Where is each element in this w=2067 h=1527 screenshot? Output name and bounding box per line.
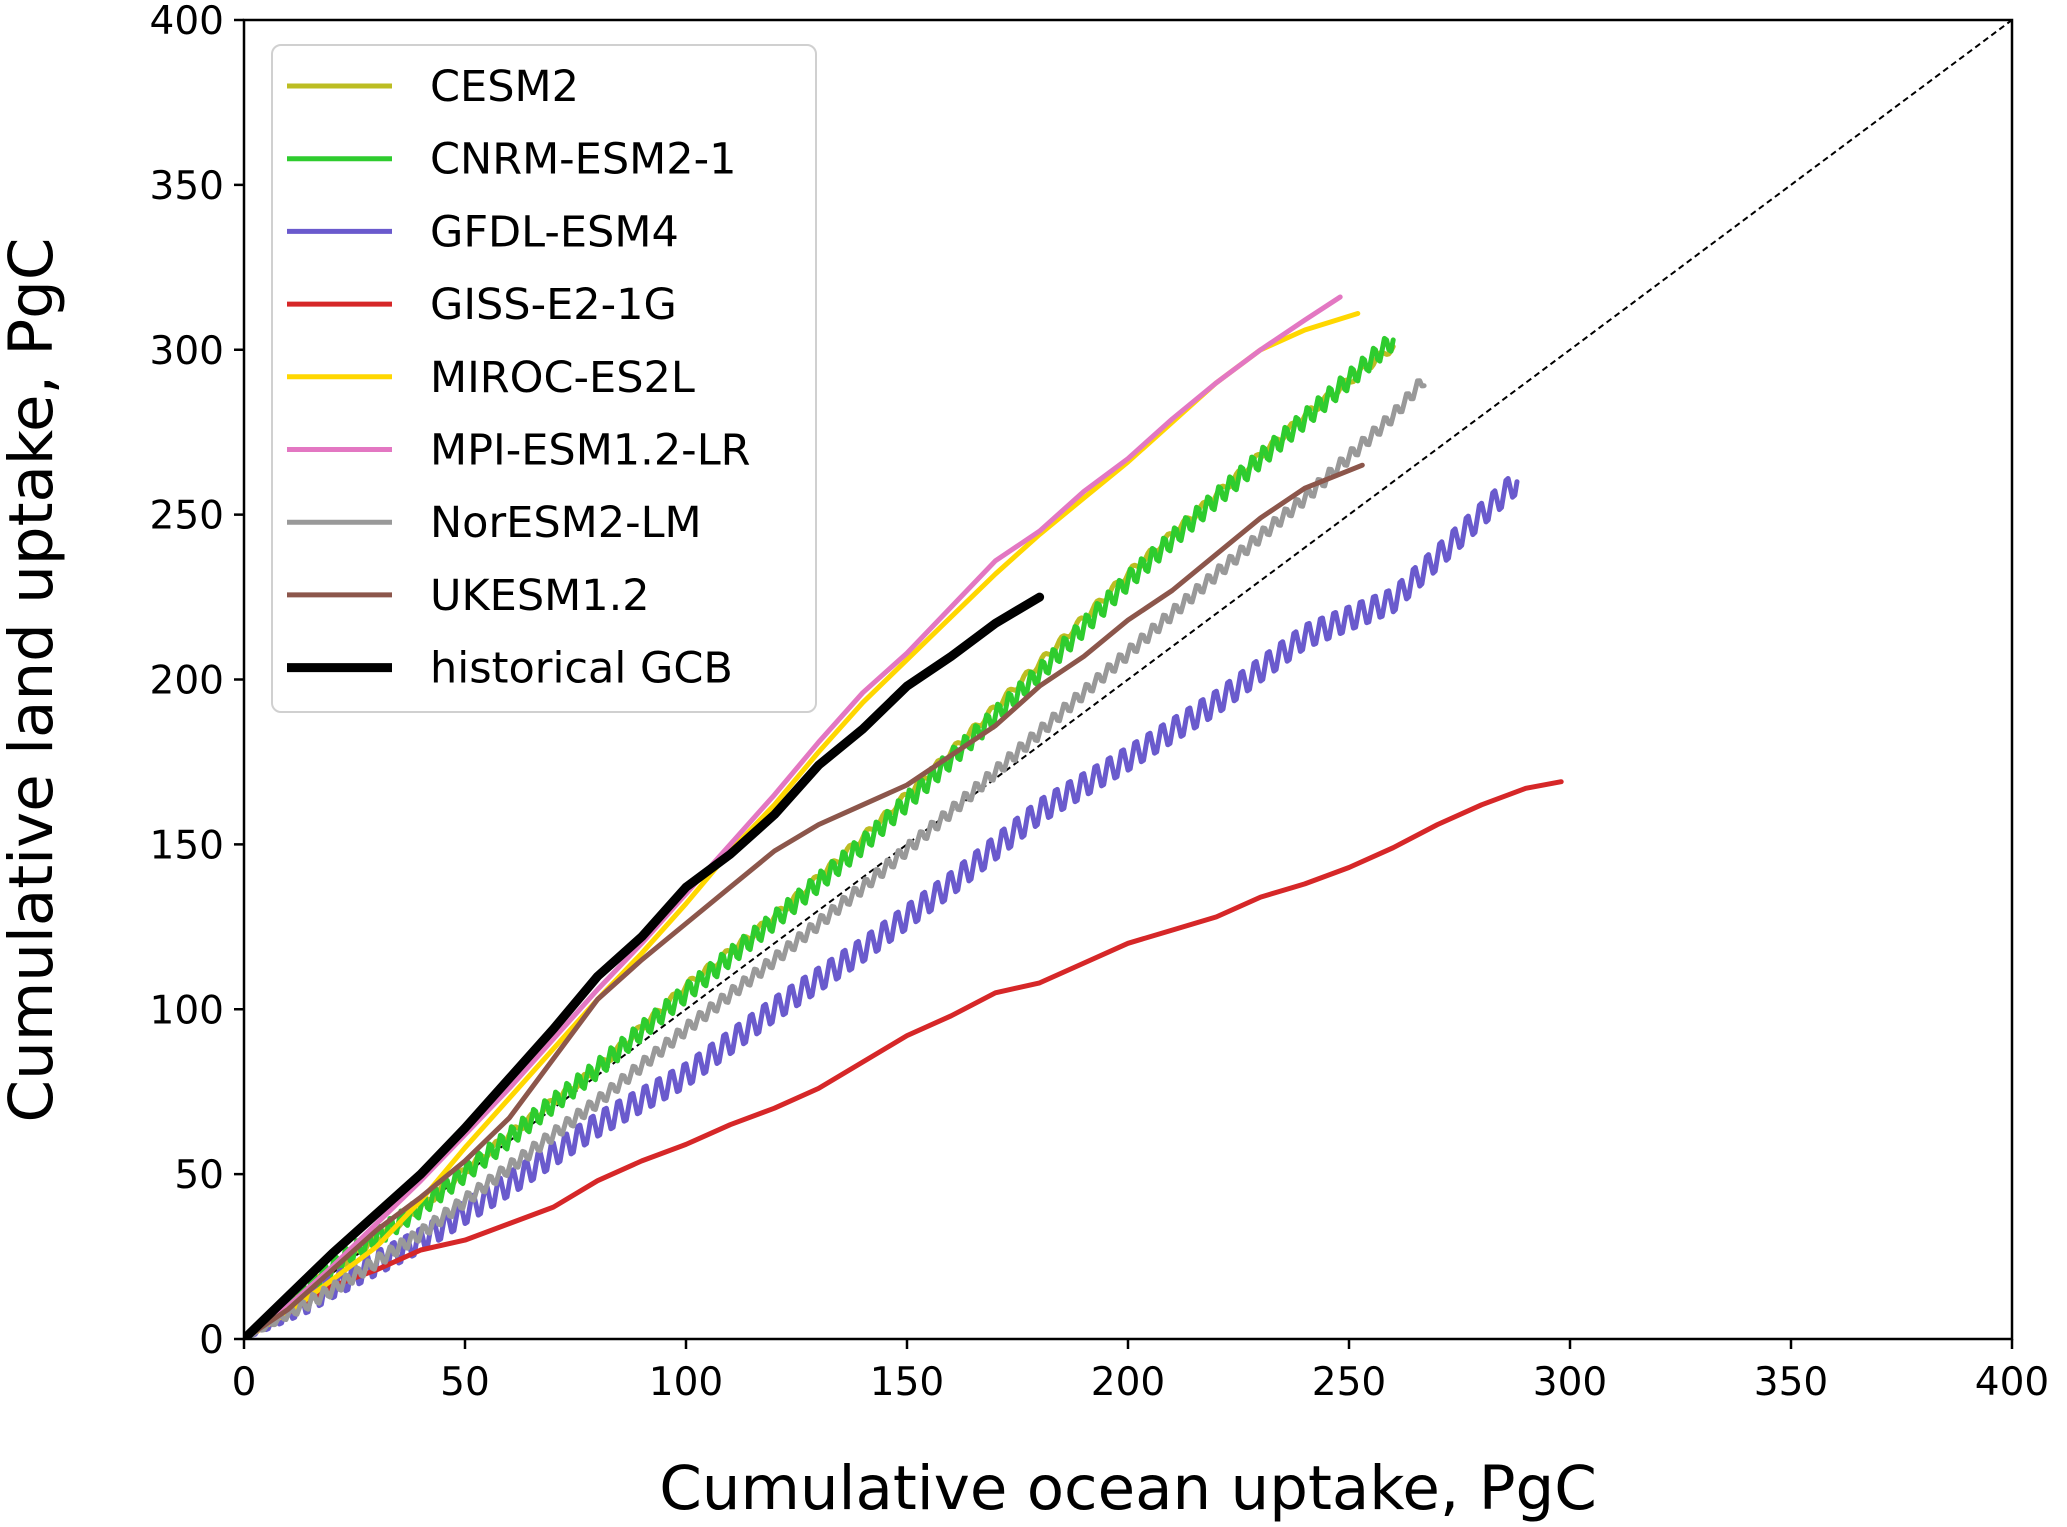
y-tick-label: 250 [150, 494, 224, 539]
legend-label-historical-gcb: historical GCB [430, 644, 733, 694]
legend-label-cnrm-esm2-1: CNRM-ESM2-1 [430, 135, 736, 185]
x-tick-label: 350 [1754, 1360, 1828, 1405]
series-line-giss-e2-1g [244, 779, 1564, 1339]
x-tick-label: 400 [1975, 1360, 2049, 1405]
legend-label-gfdl-esm4: GFDL-ESM4 [430, 207, 679, 257]
x-tick-label: 0 [232, 1360, 257, 1405]
y-tick-label: 400 [150, 0, 224, 44]
x-tick-label: 100 [649, 1360, 723, 1405]
legend-frame [271, 44, 817, 713]
x-tick-label: 300 [1533, 1360, 1607, 1405]
legend-label-miroc-es2l: MIROC-ES2L [430, 353, 695, 403]
y-axis-label: Cumulative land uptake, PgC [0, 238, 67, 1123]
x-tick-label: 250 [1312, 1360, 1386, 1405]
y-tick-label: 350 [150, 164, 224, 209]
x-axis-label: Cumulative ocean uptake, PgC [659, 1453, 1597, 1524]
y-tick-label: 0 [199, 1318, 224, 1363]
x-tick-label: 200 [1091, 1360, 1165, 1405]
ticks-layer: 0 50 100 150 200 250 300 350 400 0 50 100 150 200 250 3… [150, 0, 2050, 1405]
series-line-historical-gcb [244, 592, 1045, 1339]
legend-label-ukesm1-2: UKESM1.2 [430, 571, 650, 621]
one-to-one-reference-line [244, 20, 2012, 1339]
series-line-noresm2-lm [244, 378, 1427, 1339]
series-line-ukesm1-2 [244, 462, 1365, 1339]
legend-label-mpi-esm1-2-lr: MPI-ESM1.2-LR [430, 426, 751, 476]
y-tick-label: 100 [150, 988, 224, 1033]
x-tick-label: 50 [440, 1360, 490, 1405]
series-line-cnrm-esm2-1 [244, 335, 1396, 1339]
legend: CESM2 CNRM-ESM2-1 GFDL-ESM4 GISS-E2-1G MIROC… [271, 44, 817, 713]
x-tick-label: 150 [870, 1360, 944, 1405]
y-tick-label: 200 [150, 659, 224, 704]
y-tick-label: 150 [150, 823, 224, 868]
legend-label-noresm2-lm: NorESM2-LM [430, 498, 702, 548]
series-line-gfdl-esm4 [244, 476, 1520, 1339]
series-line-mpi-esm1-2-lr [244, 294, 1343, 1339]
legend-label-cesm2: CESM2 [430, 62, 579, 112]
y-tick-label: 50 [174, 1153, 224, 1198]
y-tick-label: 300 [150, 329, 224, 374]
series-layer [244, 20, 2012, 1339]
legend-label-giss-e2-1g: GISS-E2-1G [430, 280, 677, 330]
